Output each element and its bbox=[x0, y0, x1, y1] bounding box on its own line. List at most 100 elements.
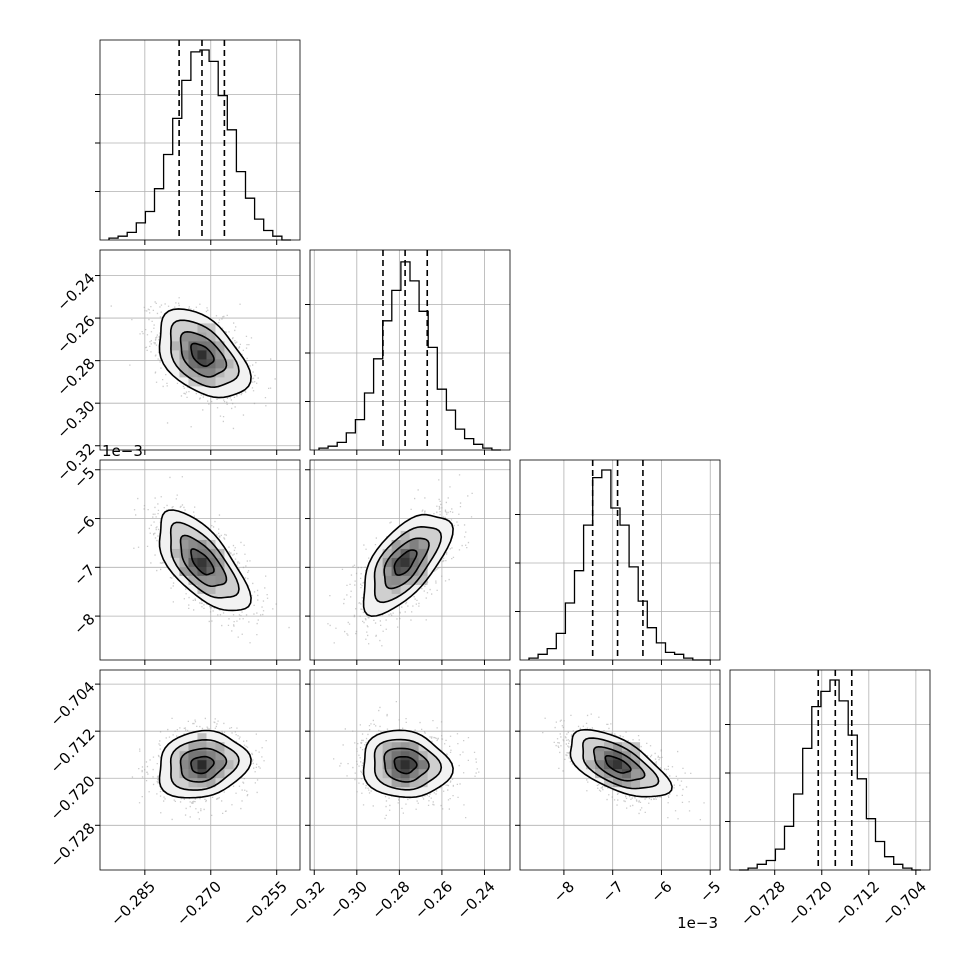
density-cell bbox=[631, 778, 641, 788]
y-tick-label: −0.28 bbox=[53, 354, 98, 399]
density-cell bbox=[400, 557, 410, 567]
density-cell bbox=[206, 377, 216, 387]
density-cell bbox=[188, 377, 198, 387]
density-cell bbox=[188, 742, 198, 752]
density-cell bbox=[206, 760, 216, 770]
histogram-panel-0 bbox=[95, 39, 301, 245]
density-cell bbox=[400, 539, 410, 549]
density-cell bbox=[188, 751, 198, 761]
density-cell bbox=[197, 760, 207, 770]
density-cell bbox=[215, 751, 225, 761]
density-cell bbox=[613, 760, 623, 770]
density-cell bbox=[400, 742, 410, 752]
density-cell bbox=[622, 769, 632, 779]
density-cell bbox=[622, 742, 632, 752]
contour-line-3 bbox=[569, 728, 673, 798]
panel-frame bbox=[519, 459, 721, 661]
density-cell bbox=[604, 778, 614, 788]
contour-line-3 bbox=[158, 729, 252, 799]
density-cell bbox=[595, 769, 605, 779]
density-cell bbox=[188, 341, 198, 351]
x-tick-label: −6 bbox=[647, 878, 675, 906]
contour-line-3 bbox=[158, 308, 252, 399]
panel-frame bbox=[99, 249, 301, 451]
density-cell bbox=[400, 751, 410, 761]
panel-content bbox=[131, 717, 267, 821]
y-tick-label: −0.728 bbox=[47, 819, 99, 871]
contour-line-2 bbox=[169, 738, 240, 791]
density-cell bbox=[215, 359, 225, 369]
histogram-step-1 bbox=[318, 261, 501, 451]
density-cell bbox=[188, 368, 198, 378]
density-cell bbox=[382, 566, 392, 576]
density-cell bbox=[206, 539, 216, 549]
density-cell bbox=[188, 778, 198, 788]
density-cell bbox=[391, 584, 401, 594]
x-tick-label: −0.728 bbox=[737, 878, 789, 930]
density-cell bbox=[409, 778, 419, 788]
density-cell bbox=[188, 760, 198, 770]
density-cell bbox=[391, 539, 401, 549]
scatter-panel-0-2 bbox=[95, 459, 301, 665]
density-cell bbox=[197, 575, 207, 585]
density-cell bbox=[418, 557, 428, 567]
contour-line-1 bbox=[383, 747, 430, 783]
panel-content bbox=[542, 713, 705, 821]
panel-frame bbox=[99, 669, 301, 871]
density-cell bbox=[631, 769, 641, 779]
density-cell bbox=[224, 760, 234, 770]
scatter-points bbox=[542, 713, 705, 821]
density-cell bbox=[197, 323, 207, 333]
panel-frame bbox=[309, 669, 511, 871]
density-cell bbox=[409, 760, 419, 770]
density-cell bbox=[391, 742, 401, 752]
density-cell bbox=[170, 341, 180, 351]
contour-line-2 bbox=[373, 526, 443, 604]
y-tick-label: −8 bbox=[70, 610, 98, 638]
density-cell bbox=[179, 548, 189, 558]
scatter-panel-1-2 bbox=[305, 459, 511, 665]
density-cell bbox=[400, 760, 410, 770]
density-cell bbox=[418, 539, 428, 549]
density-cell bbox=[409, 742, 419, 752]
density-cell bbox=[215, 742, 225, 752]
y-tick-label: −0.712 bbox=[47, 725, 99, 777]
density-cell bbox=[206, 575, 216, 585]
scatter-panel-1-3 bbox=[305, 669, 511, 875]
density-cell bbox=[188, 548, 198, 558]
panel-content bbox=[327, 474, 473, 647]
y-tick-label: −0.26 bbox=[53, 312, 98, 357]
density-cell bbox=[206, 323, 216, 333]
x-tick-label: −0.720 bbox=[784, 878, 836, 930]
panel-frame bbox=[729, 669, 931, 871]
density-cell bbox=[206, 566, 216, 576]
contour-line-2 bbox=[582, 737, 660, 790]
density-cell bbox=[409, 769, 419, 779]
histogram-step-0 bbox=[108, 49, 291, 241]
density-cell bbox=[409, 575, 419, 585]
x-tick-label: −5 bbox=[696, 878, 724, 906]
scatter-panel-0-3 bbox=[95, 669, 301, 875]
histogram-panel-3 bbox=[725, 669, 931, 875]
density-cell bbox=[170, 548, 180, 558]
density-cell bbox=[631, 760, 641, 770]
panel-frame bbox=[309, 249, 511, 451]
density-cell bbox=[391, 769, 401, 779]
density-cell bbox=[409, 557, 419, 567]
density-cell bbox=[400, 575, 410, 585]
panel-content bbox=[110, 297, 276, 430]
density-cell bbox=[197, 359, 207, 369]
density-cell bbox=[409, 539, 419, 549]
density-cell bbox=[595, 751, 605, 761]
density-cell bbox=[613, 742, 623, 752]
density-cell bbox=[400, 530, 410, 540]
density-cell bbox=[179, 769, 189, 779]
contour-line-0 bbox=[190, 755, 215, 775]
density-cell bbox=[197, 332, 207, 342]
density-cell bbox=[197, 742, 207, 752]
density-cell bbox=[206, 751, 216, 761]
scatter-points bbox=[110, 297, 276, 430]
density-cell bbox=[391, 760, 401, 770]
y-offset-label: 1e−3 bbox=[102, 442, 143, 460]
density-cell bbox=[215, 760, 225, 770]
